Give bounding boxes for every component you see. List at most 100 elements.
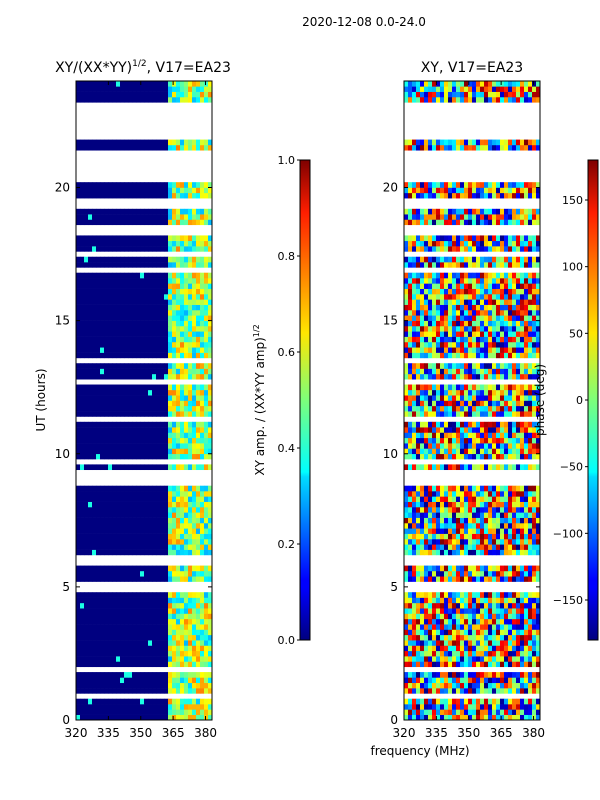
heatmap-cell-left bbox=[120, 309, 125, 316]
heatmap-cell-left bbox=[156, 592, 161, 598]
heatmap-cell-right bbox=[488, 485, 493, 492]
heatmap-cell-right bbox=[504, 672, 509, 678]
heatmap-cell-right bbox=[456, 336, 461, 343]
heatmap-cell-right bbox=[448, 453, 453, 460]
heatmap-cell-right bbox=[496, 682, 501, 689]
heatmap-cell-right bbox=[516, 634, 521, 641]
heatmap-cell-left bbox=[140, 283, 145, 289]
heatmap-cell-left bbox=[192, 336, 197, 343]
heatmap-cell-left bbox=[92, 182, 97, 188]
heatmap-cell-right bbox=[472, 544, 477, 550]
heatmap-cell-left bbox=[160, 81, 165, 87]
heatmap-cell-right bbox=[468, 672, 473, 678]
heatmap-cell-left bbox=[200, 533, 205, 540]
heatmap-cell-left bbox=[176, 214, 181, 220]
heatmap-cell-right bbox=[424, 608, 429, 614]
heatmap-cell-left bbox=[200, 272, 205, 279]
heatmap-cell-left bbox=[100, 512, 105, 518]
heatmap-cell-left bbox=[168, 331, 173, 337]
heatmap-cell-right bbox=[532, 389, 537, 396]
heatmap-cell-right bbox=[460, 485, 465, 492]
heatmap-cell-left bbox=[180, 256, 185, 263]
heatmap-cell-left bbox=[84, 618, 89, 625]
heatmap-cell-left bbox=[172, 501, 177, 508]
heatmap-cell-right bbox=[512, 421, 517, 428]
heatmap-cell-left bbox=[192, 96, 197, 103]
heatmap-cell-left bbox=[84, 432, 89, 439]
heatmap-cell-left bbox=[200, 91, 205, 98]
heatmap-cell-right bbox=[408, 709, 413, 715]
heatmap-cell-left bbox=[104, 677, 109, 684]
heatmap-cell-left bbox=[152, 656, 157, 662]
heatmap-cell-left bbox=[92, 294, 97, 300]
heatmap-cell-right bbox=[500, 650, 505, 657]
heatmap-cell-left bbox=[88, 341, 93, 348]
heatmap-cell-right bbox=[432, 485, 437, 492]
heatmap-cell-left bbox=[192, 645, 197, 652]
heatmap-cell-right bbox=[456, 405, 461, 412]
heatmap-cell-left bbox=[112, 688, 117, 694]
heatmap-cell-right bbox=[404, 714, 409, 720]
heatmap-cell-left bbox=[204, 602, 209, 609]
heatmap-cell-left bbox=[200, 677, 205, 684]
heatmap-cell-left bbox=[140, 704, 145, 710]
heatmap-cell-left bbox=[92, 325, 97, 332]
heatmap-cell-left bbox=[168, 453, 173, 460]
heatmap-cell-right bbox=[440, 522, 445, 529]
heatmap-cell-left bbox=[208, 645, 212, 652]
heatmap-cell-left bbox=[176, 315, 181, 321]
heatmap-cell-right bbox=[516, 464, 521, 471]
heatmap-cell-right bbox=[408, 629, 413, 636]
heatmap-cell-right bbox=[500, 507, 505, 513]
heatmap-cell-right bbox=[416, 363, 421, 369]
heatmap-cell-left bbox=[192, 485, 197, 492]
heatmap-cell-right bbox=[460, 427, 465, 433]
heatmap-cell-right bbox=[404, 496, 409, 502]
heatmap-cell-left bbox=[136, 395, 141, 401]
heatmap-cell-right bbox=[420, 400, 425, 407]
heatmap-cell-right bbox=[520, 400, 525, 407]
heatmap-cell-right bbox=[508, 549, 513, 556]
heatmap-cell-left bbox=[208, 235, 212, 242]
heatmap-cell-right bbox=[488, 373, 493, 380]
heatmap-cell-left bbox=[188, 421, 193, 428]
heatmap-cell-left bbox=[76, 288, 81, 295]
heatmap-cell-right bbox=[476, 496, 481, 502]
heatmap-cell-right bbox=[484, 448, 489, 455]
heatmap-cell-left bbox=[84, 538, 89, 545]
heatmap-cell-left bbox=[144, 661, 149, 668]
heatmap-cell-left bbox=[204, 309, 209, 316]
heatmap-cell-left bbox=[188, 602, 193, 609]
heatmap-cell-right bbox=[424, 682, 429, 689]
heatmap-cell-right bbox=[440, 384, 445, 391]
heatmap-cell-right bbox=[448, 405, 453, 412]
heatmap-cell-left bbox=[180, 341, 185, 348]
heatmap-cell-left bbox=[84, 182, 89, 188]
heatmap-cell-left bbox=[108, 187, 113, 194]
heatmap-cell-left bbox=[144, 592, 149, 598]
heatmap-cell-right bbox=[532, 496, 537, 502]
heatmap-cell-left bbox=[96, 389, 101, 396]
heatmap-cell-left bbox=[208, 352, 212, 359]
heatmap-cell-left bbox=[152, 299, 157, 305]
heatmap-cell-left bbox=[88, 624, 93, 630]
heatmap-cell-left bbox=[80, 528, 85, 534]
heatmap-cell-left bbox=[180, 384, 185, 391]
heatmap-cell-left bbox=[128, 240, 133, 247]
heatmap-cell-right bbox=[488, 570, 493, 577]
heatmap-cell-left bbox=[136, 389, 141, 396]
heatmap-cell-left bbox=[120, 272, 125, 279]
heatmap-cell-left bbox=[92, 618, 97, 625]
heatmap-cell-left bbox=[176, 682, 181, 689]
heatmap-cell-right bbox=[428, 538, 433, 545]
heatmap-cell-left bbox=[76, 278, 81, 284]
heatmap-cell-left bbox=[144, 219, 149, 226]
heatmap-cell-left bbox=[208, 677, 212, 684]
heatmap-cell-left bbox=[172, 507, 177, 513]
heatmap-cell-right bbox=[448, 517, 453, 524]
heatmap-cell-left bbox=[84, 624, 89, 630]
heatmap-cell-left bbox=[164, 315, 169, 321]
heatmap-cell-right bbox=[456, 608, 461, 614]
heatmap-cell-left bbox=[208, 443, 212, 449]
heatmap-cell-right bbox=[424, 645, 429, 652]
